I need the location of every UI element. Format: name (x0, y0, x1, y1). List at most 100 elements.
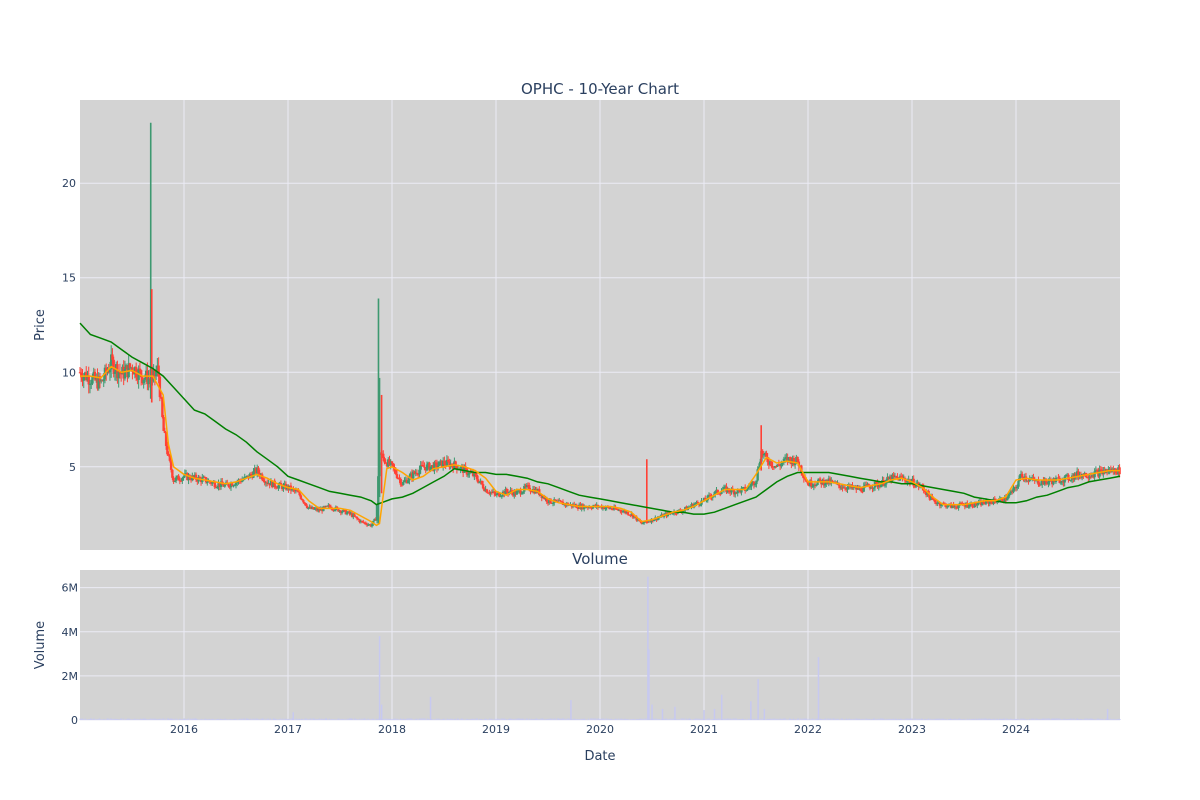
candle-body (587, 506, 591, 508)
volume-bar (904, 719, 906, 720)
candle-body (1115, 473, 1119, 475)
volume-bar (456, 719, 457, 720)
volume-bar (833, 718, 835, 720)
volume-bar (358, 719, 360, 720)
volume-bar (127, 718, 129, 720)
candle-body (304, 503, 308, 506)
candle-body (1042, 480, 1045, 485)
candle-body (982, 501, 985, 504)
volume-bar (360, 719, 362, 720)
candle-body (174, 477, 178, 481)
volume-bar (880, 718, 882, 720)
volume-bar (377, 719, 378, 720)
candle-body (360, 520, 364, 522)
volume-bar (646, 718, 648, 720)
volume-bar (599, 719, 601, 720)
volume-bar (454, 719, 455, 720)
candle-body (488, 492, 491, 494)
candle-body (1031, 477, 1034, 479)
volume-spike-bar (651, 704, 653, 720)
candle-body (1077, 471, 1080, 477)
candle-body (601, 506, 605, 509)
candle-body (399, 478, 402, 485)
volume-bar (614, 719, 616, 720)
candle-body (80, 372, 83, 378)
candle-body (866, 484, 869, 486)
volume-bar (898, 718, 899, 720)
volume-bar (320, 718, 322, 720)
volume-bar (875, 719, 877, 720)
candle-body (609, 508, 612, 510)
candle-body (792, 458, 796, 465)
volume-bar (753, 718, 755, 720)
volume-bar (901, 718, 903, 720)
volume-bar (558, 718, 559, 720)
candle-body (105, 367, 108, 373)
volume-bar (716, 718, 717, 720)
volume-bar (419, 718, 421, 720)
candle-body (244, 476, 248, 478)
volume-bar (601, 718, 603, 720)
candle-body (758, 461, 762, 467)
candle-body (495, 493, 499, 496)
volume-bar (357, 719, 359, 720)
candle-body (102, 379, 105, 382)
candle-body (471, 472, 475, 477)
volume-bar (982, 718, 984, 720)
volume-y-tick-label: 2M (62, 670, 79, 683)
volume-bar (402, 719, 403, 720)
volume-bar (934, 718, 936, 720)
candle-body (1050, 481, 1054, 485)
candle-body (1041, 480, 1044, 485)
volume-bar (774, 718, 776, 720)
candle-body (670, 512, 673, 514)
volume-bar (963, 718, 965, 720)
volume-bar (1044, 718, 1046, 720)
volume-bar (374, 719, 376, 720)
volume-bar (529, 719, 531, 720)
candle-body (890, 476, 893, 481)
volume-bar (978, 718, 980, 720)
volume-bar (732, 718, 734, 720)
volume-bar (820, 718, 821, 720)
candle-body (213, 482, 216, 488)
candle-body (983, 503, 986, 505)
volume-bar (287, 718, 289, 720)
volume-bar (395, 719, 397, 720)
volume-bar (1009, 719, 1011, 720)
volume-bar (700, 718, 702, 720)
volume-bar (212, 718, 214, 720)
volume-bar (475, 718, 477, 720)
candle-body (469, 472, 472, 474)
volume-bar (541, 718, 543, 720)
volume-bar (1026, 719, 1027, 720)
volume-bar (421, 718, 423, 720)
volume-bar (981, 718, 983, 720)
volume-bar (915, 719, 917, 720)
candle-body (939, 504, 943, 506)
volume-bar (576, 718, 578, 720)
volume-bar (344, 718, 346, 720)
volume-bar (156, 719, 158, 720)
volume-bar (900, 718, 902, 720)
volume-bar (488, 719, 490, 720)
volume-bar (733, 718, 735, 720)
volume-bar (744, 719, 746, 720)
price-y-axis-label: Price (33, 309, 48, 341)
volume-bar (382, 719, 384, 720)
candle-body (694, 503, 697, 505)
volume-bar (624, 718, 626, 720)
candle-body (894, 475, 898, 478)
volume-bar (796, 719, 798, 720)
volume-bar (553, 718, 555, 720)
volume-bar (1094, 719, 1096, 720)
volume-bar (812, 718, 814, 720)
volume-bar (313, 718, 315, 720)
candle-body (451, 465, 455, 469)
volume-bar (1106, 718, 1107, 720)
volume-bar (630, 719, 632, 720)
candle-body (817, 478, 821, 482)
volume-bar (773, 718, 775, 720)
volume-bar (785, 719, 787, 720)
